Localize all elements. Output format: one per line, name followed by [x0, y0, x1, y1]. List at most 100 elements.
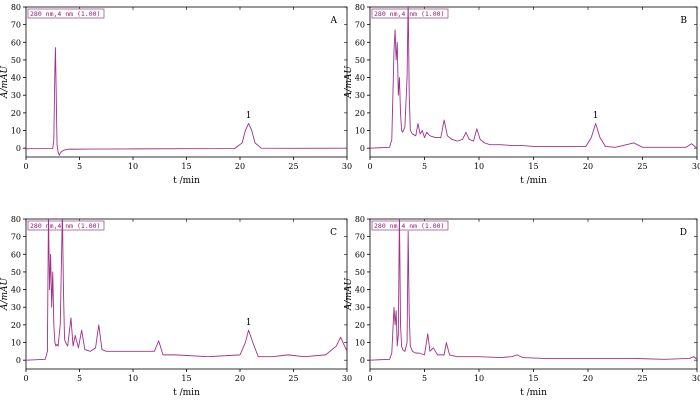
- legend-text: 280 nm,4 nm (1.00): [374, 10, 444, 18]
- legend-box: [27, 220, 105, 231]
- x-tick-label: 5: [77, 374, 82, 383]
- y-axis-label: A/mAU: [0, 278, 10, 312]
- y-tick-label: 60: [355, 38, 365, 47]
- y-tick-label: 10: [11, 127, 21, 136]
- x-tick-label: 5: [77, 162, 82, 171]
- chromatogram-trace: [370, 7, 697, 149]
- chromatogram-panel-c: 0 5 10 15 20 25 30 0 10 20 30 40 50 60 70 80 A/mAU t /min…: [0, 215, 352, 398]
- x-tick-label: 25: [288, 162, 298, 171]
- chromatogram-trace: [26, 219, 347, 361]
- y-tick-label: 30: [355, 91, 365, 100]
- chromatogram-panel-a: 0 5 10 15 20 25 30 0 10 20 30 40 50 60 70 80 A/mAU t /min…: [0, 3, 352, 186]
- y-tick-label: 30: [11, 303, 21, 312]
- y-tick-label: 70: [11, 21, 21, 30]
- y-tick-label: 20: [355, 109, 365, 118]
- y-tick-label: 0: [16, 356, 21, 365]
- y-tick-label: 50: [11, 56, 21, 65]
- x-tick-label: 15: [528, 162, 538, 171]
- legend-text: 280 nm,4 nm (1.00): [30, 10, 100, 18]
- x-tick-label: 20: [583, 162, 593, 171]
- x-axis-label: t /min: [520, 388, 547, 398]
- x-tick-label: 0: [367, 374, 372, 383]
- legend-text: 280 nm,4 nm (1.00): [374, 222, 444, 230]
- plot-frame: [25, 6, 348, 158]
- chromatogram-panel-d: 0 5 10 15 20 25 30 0 10 20 30 40 50 60 70 80 A/mAU t /min…: [344, 215, 700, 398]
- y-tick-label: 20: [355, 321, 365, 330]
- y-tick-label: 80: [11, 3, 21, 12]
- y-tick-label: 0: [360, 144, 365, 153]
- plot-frame: [25, 218, 348, 370]
- y-tick-label: 60: [355, 250, 365, 259]
- y-tick-label: 50: [355, 268, 365, 277]
- y-tick-label: 40: [355, 286, 365, 295]
- panel-letter: A: [330, 16, 338, 26]
- x-tick-label: 10: [474, 374, 484, 383]
- y-axis-label: A/mAU: [344, 278, 354, 312]
- x-axis-label: t /min: [173, 388, 200, 398]
- y-tick-label: 20: [11, 109, 21, 118]
- plot-frame: [369, 6, 698, 158]
- x-tick-label: 10: [128, 374, 138, 383]
- y-tick-label: 70: [11, 233, 21, 242]
- x-tick-label: 15: [528, 374, 538, 383]
- x-tick-label: 10: [474, 162, 484, 171]
- legend-box: [27, 8, 105, 19]
- y-tick-label: 70: [355, 233, 365, 242]
- y-tick-label: 80: [355, 3, 365, 12]
- y-tick-label: 0: [16, 144, 21, 153]
- x-tick-label: 10: [128, 162, 138, 171]
- y-tick-label: 10: [355, 339, 365, 348]
- x-tick-label: 30: [692, 374, 700, 383]
- y-tick-label: 10: [355, 127, 365, 136]
- peak-label: 1: [246, 111, 252, 121]
- x-tick-label: 30: [692, 162, 700, 171]
- x-tick-label: 0: [23, 374, 28, 383]
- x-axis-label: t /min: [520, 176, 547, 186]
- x-tick-label: 0: [23, 162, 28, 171]
- y-axis-label: A/mAU: [0, 66, 10, 100]
- y-tick-label: 80: [355, 215, 365, 224]
- y-tick-label: 60: [11, 250, 21, 259]
- y-tick-label: 0: [360, 356, 365, 365]
- x-tick-label: 25: [637, 162, 647, 171]
- y-tick-label: 50: [11, 268, 21, 277]
- x-tick-label: 0: [367, 162, 372, 171]
- plot-frame: [369, 218, 698, 370]
- x-tick-label: 25: [637, 374, 647, 383]
- x-tick-label: 20: [235, 162, 245, 171]
- y-axis-label: A/mAU: [344, 66, 354, 100]
- y-tick-label: 10: [11, 339, 21, 348]
- y-tick-label: 40: [11, 286, 21, 295]
- peak-label: 1: [246, 318, 252, 328]
- y-tick-label: 20: [11, 321, 21, 330]
- x-tick-label: 20: [235, 374, 245, 383]
- x-tick-label: 15: [181, 162, 191, 171]
- y-tick-label: 60: [11, 38, 21, 47]
- x-tick-label: 5: [422, 162, 427, 171]
- panel-letter: B: [680, 16, 687, 26]
- x-tick-label: 15: [181, 374, 191, 383]
- peak-label: 1: [593, 111, 599, 121]
- chromatogram-panel-b: 0 5 10 15 20 25 30 0 10 20 30 40 50 60 70 80 A/mAU t /min…: [344, 3, 700, 186]
- x-tick-label: 30: [342, 162, 352, 171]
- y-tick-label: 80: [11, 215, 21, 224]
- y-tick-label: 40: [11, 74, 21, 83]
- x-tick-label: 5: [422, 374, 427, 383]
- y-tick-label: 70: [355, 21, 365, 30]
- legend-box: [371, 220, 449, 231]
- y-tick-label: 30: [11, 91, 21, 100]
- legend-text: 280 nm,4 nm (1.00): [30, 222, 100, 230]
- x-tick-label: 25: [288, 374, 298, 383]
- x-tick-label: 20: [583, 374, 593, 383]
- y-tick-label: 50: [355, 56, 365, 65]
- panel-letter: C: [330, 228, 337, 238]
- y-tick-label: 30: [355, 303, 365, 312]
- legend-box: [371, 8, 449, 19]
- chromatogram-trace: [370, 219, 697, 361]
- x-tick-label: 30: [342, 374, 352, 383]
- panel-letter: D: [680, 228, 687, 238]
- chromatogram-trace: [26, 47, 347, 156]
- x-axis-label: t /min: [173, 176, 200, 186]
- y-tick-label: 40: [355, 74, 365, 83]
